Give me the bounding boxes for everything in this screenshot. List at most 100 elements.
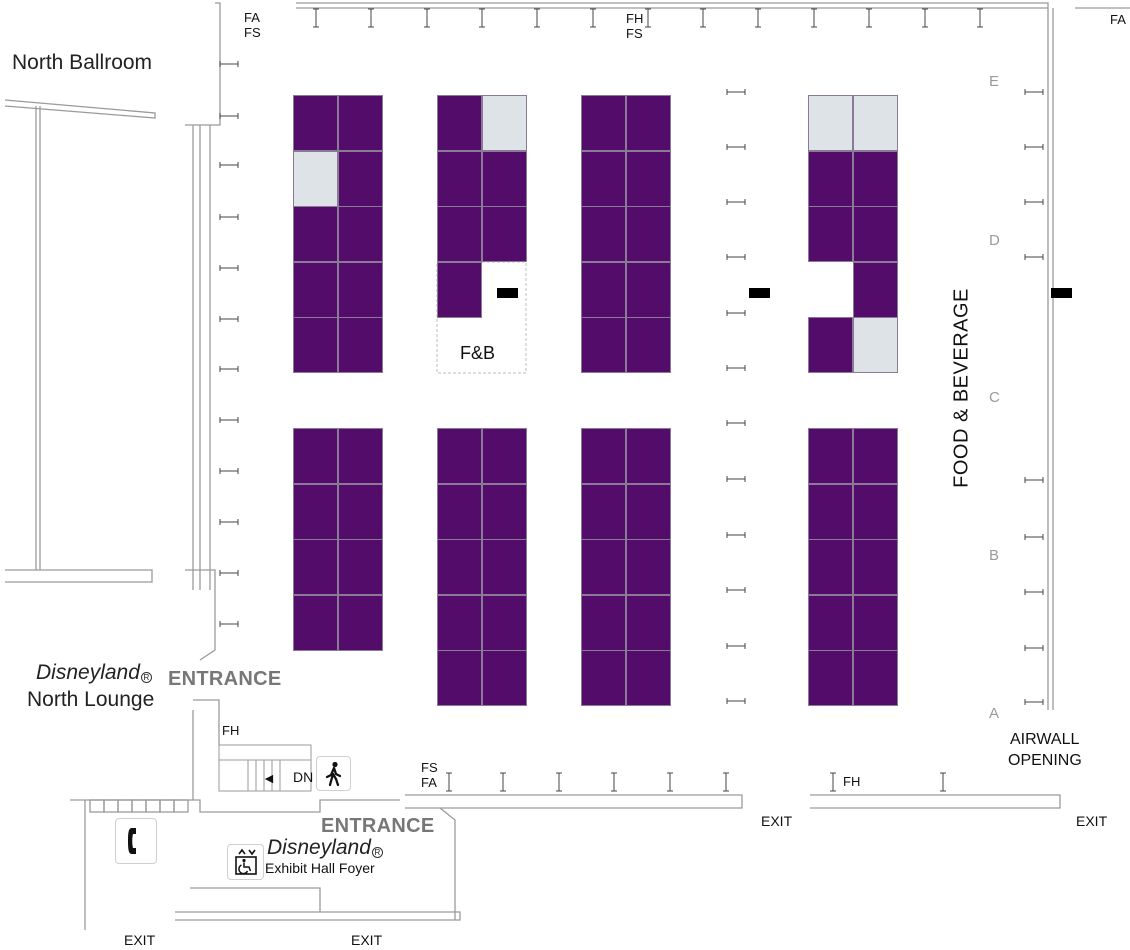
north-lounge-label: North Lounge [27,688,155,711]
booth-occupied[interactable] [852,483,898,540]
booth-occupied[interactable] [337,206,383,262]
booth-occupied[interactable] [625,428,671,484]
booth-occupied[interactable] [852,261,898,318]
fa-label: FA [421,775,437,790]
booth-occupied[interactable] [293,428,338,484]
booth-occupied[interactable] [625,150,671,207]
booth-available[interactable] [808,95,853,151]
row-letter-e: E [989,73,1000,90]
booth-occupied[interactable] [625,261,671,318]
booth-occupied[interactable] [437,428,482,484]
booth-occupied[interactable] [481,594,527,651]
booth-occupied[interactable] [808,594,853,651]
pipe-marker [313,8,319,28]
booth-occupied[interactable] [581,483,626,540]
booth-occupied[interactable] [852,428,898,484]
booth-available[interactable] [852,317,898,373]
pipe-marker [368,8,374,28]
booth-occupied[interactable] [293,483,338,540]
booth-occupied[interactable] [625,206,671,262]
booth-occupied[interactable] [581,95,626,151]
booth-occupied[interactable] [852,650,898,706]
booth-occupied[interactable] [437,594,482,651]
booth-occupied[interactable] [481,206,527,262]
entrance-south-label: ENTRANCE [321,815,435,837]
booth-occupied[interactable] [625,95,671,151]
pipe-marker [219,519,239,525]
booth-occupied[interactable] [625,483,671,540]
exit-label: EXIT [1076,813,1108,829]
booth-occupied[interactable] [625,539,671,595]
booth-occupied[interactable] [293,539,338,595]
booth-occupied[interactable] [808,206,853,262]
wall-segment [185,2,221,126]
booth-occupied[interactable] [437,539,482,595]
booth-occupied[interactable] [293,95,338,151]
walls [4,2,1130,930]
booth-occupied[interactable] [481,483,527,540]
booth-occupied[interactable] [581,539,626,595]
booth-occupied[interactable] [625,594,671,651]
booth-occupied[interactable] [581,594,626,651]
booth-occupied[interactable] [852,594,898,651]
booth-occupied[interactable] [808,317,853,373]
booth-occupied[interactable] [581,206,626,262]
wall-segment [89,799,105,813]
booth-occupied[interactable] [625,317,671,373]
booth-occupied[interactable] [852,150,898,207]
booth-occupied[interactable] [337,150,383,207]
booth-occupied[interactable] [581,150,626,207]
booth-occupied[interactable] [581,261,626,318]
wall-segment [35,106,41,570]
pipe-marker [1024,477,1044,483]
booth-occupied[interactable] [581,650,626,706]
pipe-marker [726,89,746,95]
booth-occupied[interactable] [337,261,383,318]
booth-occupied[interactable] [337,539,383,595]
booth-occupied[interactable] [293,594,338,651]
pipe-marker [479,8,485,28]
wall-segment [1047,8,1054,710]
food-beverage-label: FOOD & BEVERAGE [950,288,973,488]
booth-occupied[interactable] [852,206,898,262]
airwall-label-line1: AIRWALL [1010,731,1080,748]
booth-occupied[interactable] [808,428,853,484]
pipe-marker [866,8,872,28]
booth-occupied[interactable] [293,317,338,373]
booth-occupied[interactable] [437,95,482,151]
booth-occupied[interactable] [481,428,527,484]
booth-occupied[interactable] [581,428,626,484]
booth-occupied[interactable] [481,539,527,595]
booth-occupied[interactable] [852,539,898,595]
booth-occupied[interactable] [293,206,338,262]
booth-occupied[interactable] [808,650,853,706]
booth-occupied[interactable] [437,650,482,706]
booth-occupied[interactable] [808,483,853,540]
booth-occupied[interactable] [437,261,482,318]
booth-occupied[interactable] [437,206,482,262]
booth-occupied[interactable] [337,594,383,651]
fh-label: FH [222,723,240,738]
pipe-marker [219,265,239,271]
pipe-marker [1024,534,1044,540]
booth-occupied[interactable] [337,483,383,540]
booth-occupied[interactable] [337,428,383,484]
booth-occupied[interactable] [808,539,853,595]
booth-occupied[interactable] [481,150,527,207]
booth-occupied[interactable] [337,317,383,373]
booth-available[interactable] [293,150,338,207]
booth-occupied[interactable] [293,261,338,318]
booth-occupied[interactable] [808,150,853,207]
booth-available[interactable] [481,95,527,151]
row-letter-b: B [989,547,1000,564]
booth-occupied[interactable] [337,95,383,151]
booth-available[interactable] [852,95,898,151]
wall-segment [190,887,321,912]
booth-occupied[interactable] [625,650,671,706]
booth-occupied[interactable] [437,483,482,540]
booth-occupied[interactable] [481,650,527,706]
booth-occupied[interactable] [581,317,626,373]
row-letter-d: D [989,232,1000,249]
booth-occupied[interactable] [437,150,482,207]
